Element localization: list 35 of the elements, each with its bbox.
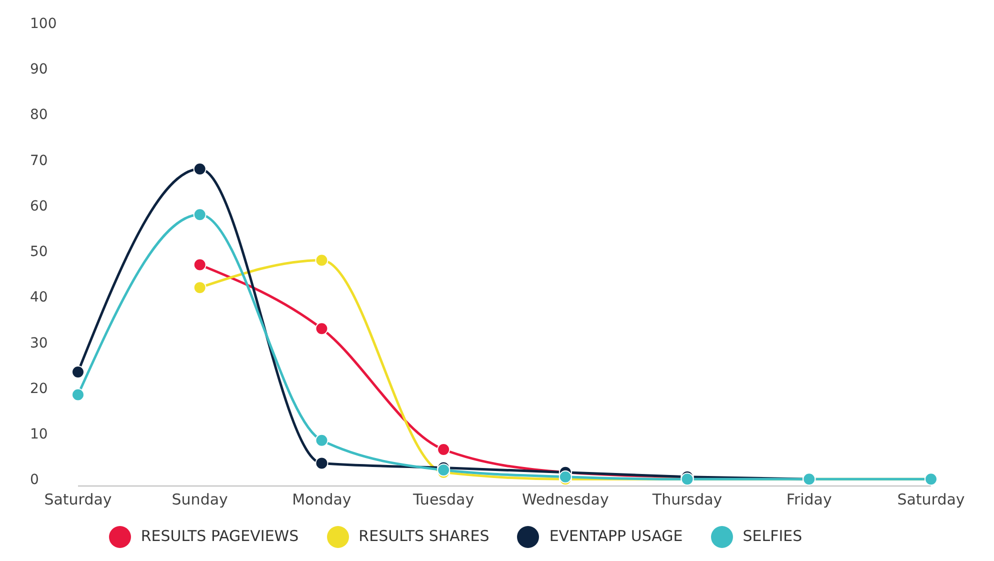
y-tick-label: 10: [30, 426, 48, 443]
y-tick-label: 30: [30, 335, 48, 352]
x-tick-label: Thursday: [651, 490, 722, 509]
point: [558, 470, 572, 484]
point: [193, 258, 206, 272]
point: [193, 281, 206, 294]
x-tick-label: Friday: [786, 490, 832, 509]
x-tick-label: Saturday: [897, 490, 965, 509]
point: [193, 208, 206, 222]
x-tick-label: Saturday: [44, 490, 112, 509]
y-tick-label: 40: [30, 290, 48, 306]
x-tick-label: Monday: [292, 490, 352, 509]
point: [315, 434, 328, 447]
legend-label: RESULTS SHARES: [358, 527, 490, 546]
x-tick-label: Sunday: [172, 490, 228, 509]
point: [72, 388, 84, 402]
legend-label: RESULTS PAGEVIEWS: [140, 527, 299, 546]
y-tick-label: 0: [30, 472, 39, 488]
y-tick-label: 50: [30, 244, 48, 260]
x-tick-label: Tuesday: [412, 490, 474, 509]
y-tick-label: 90: [30, 62, 48, 78]
y-tick-label: 20: [30, 380, 48, 397]
legend-label: EVENTAPP USAGE: [549, 527, 683, 546]
point: [315, 322, 328, 336]
y-tick-label: 80: [30, 107, 48, 124]
point: [193, 162, 206, 176]
point: [437, 443, 450, 456]
point: [72, 365, 84, 378]
legend-label: SELFIES: [742, 527, 802, 546]
point: [315, 456, 328, 470]
y-tick-label: 100: [30, 16, 57, 32]
y-tick-label: 70: [30, 152, 48, 169]
point: [315, 254, 328, 267]
y-tick-label: 60: [30, 198, 48, 214]
x-tick-label: Wednesday: [522, 490, 609, 509]
